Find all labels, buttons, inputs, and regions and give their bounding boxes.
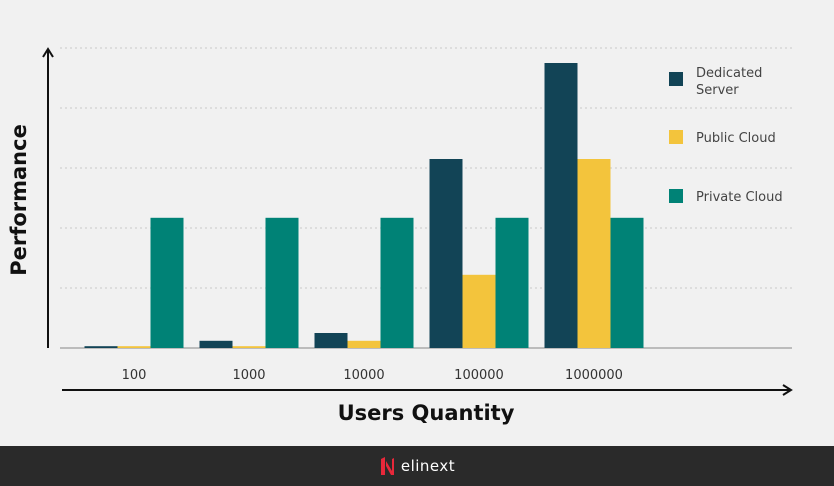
legend-label: Public Cloud: [696, 131, 776, 146]
legend-label: Server: [696, 83, 739, 98]
x-tick-label: 1000: [232, 368, 265, 383]
x-tick-label: 100: [122, 368, 147, 383]
bar-public-cloud: [117, 346, 151, 348]
footer: elinext: [0, 446, 834, 486]
y-axis-label: Performance: [7, 124, 31, 276]
legend-swatch: [669, 130, 683, 144]
bar-private-cloud: [610, 217, 644, 348]
legend-swatch: [669, 72, 683, 86]
bar-dedicated-server: [199, 340, 233, 348]
x-tick-label: 100000: [454, 368, 504, 383]
bar-public-cloud: [462, 274, 496, 348]
x-axis-label: Users Quantity: [338, 401, 515, 425]
bar-public-cloud: [347, 340, 381, 348]
legend-label: Private Cloud: [696, 190, 783, 205]
bar-private-cloud: [265, 217, 299, 348]
bar-public-cloud: [577, 159, 611, 348]
bar-dedicated-server: [429, 159, 463, 348]
x-axis-arrow-icon: [782, 384, 793, 396]
bar-dedicated-server: [544, 63, 578, 348]
x-tick-label: 1000000: [565, 368, 623, 383]
legend-swatch: [669, 189, 683, 203]
y-axis-arrow-icon: [42, 47, 54, 58]
bar-dedicated-server: [314, 333, 348, 348]
bar-dedicated-server: [84, 346, 118, 348]
elinext-logo-icon: [380, 457, 394, 475]
bar-private-cloud: [380, 217, 414, 348]
bar-private-cloud: [150, 217, 184, 348]
bar-public-cloud: [232, 346, 266, 348]
bar-private-cloud: [495, 217, 529, 348]
legend-label: Dedicated: [696, 66, 762, 81]
x-tick-label: 10000: [343, 368, 384, 383]
brand-name: elinext: [400, 457, 456, 475]
bar-chart: 100 1000 10000 100000 1000000 Dedicated Serve…: [7, 47, 793, 425]
